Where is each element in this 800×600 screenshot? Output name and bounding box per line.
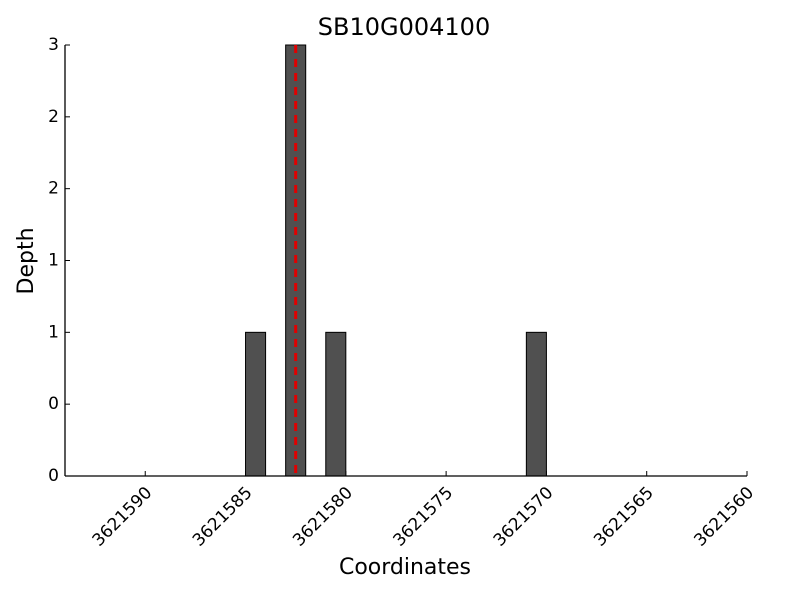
y-tick-label: 1 [48, 322, 59, 342]
y-tick-label: 2 [48, 179, 59, 199]
x-axis-label: Coordinates [339, 555, 471, 580]
y-axis-label: Depth [14, 227, 39, 294]
y-tick-label: 0 [48, 466, 59, 486]
y-tick-label: 1 [48, 251, 59, 271]
bar [245, 331, 267, 477]
bar [525, 331, 547, 477]
bar [325, 331, 347, 477]
y-tick-label: 0 [48, 394, 59, 414]
y-tick-label: 2 [48, 107, 59, 127]
y-tick-label: 3 [48, 35, 59, 55]
chart-title: SB10G004100 [318, 13, 490, 41]
